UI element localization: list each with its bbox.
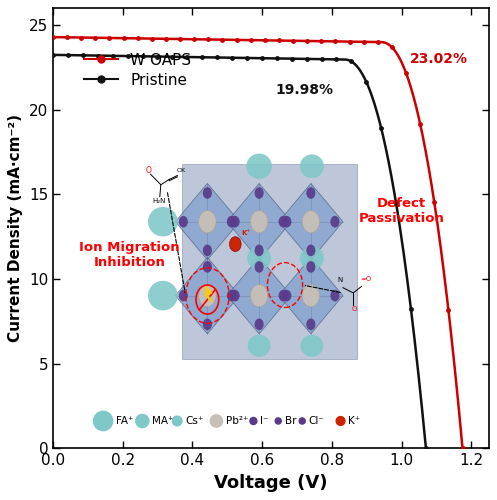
- Text: Cs⁺: Cs⁺: [185, 416, 204, 426]
- Circle shape: [136, 414, 149, 428]
- Text: Cl⁻: Cl⁻: [309, 416, 325, 426]
- Text: MA⁺: MA⁺: [153, 416, 174, 426]
- Text: I⁻: I⁻: [260, 416, 269, 426]
- Text: Pb²⁺: Pb²⁺: [226, 416, 248, 426]
- Y-axis label: Current Density (mA·cm⁻²): Current Density (mA·cm⁻²): [8, 114, 23, 342]
- Text: K⁺: K⁺: [348, 416, 361, 426]
- X-axis label: Voltage (V): Voltage (V): [214, 474, 328, 492]
- Circle shape: [172, 416, 182, 426]
- Circle shape: [336, 416, 345, 426]
- Text: Ion Migration
Inhibition: Ion Migration Inhibition: [79, 240, 179, 268]
- Circle shape: [275, 418, 281, 424]
- Circle shape: [210, 415, 223, 427]
- Legend: W OAPS, Pristine: W OAPS, Pristine: [78, 47, 197, 94]
- Text: FA⁺: FA⁺: [116, 416, 134, 426]
- Circle shape: [93, 412, 113, 430]
- Circle shape: [299, 418, 305, 424]
- Text: Defect
Passivation: Defect Passivation: [359, 196, 444, 224]
- Circle shape: [250, 418, 257, 424]
- Text: 23.02%: 23.02%: [410, 52, 468, 66]
- Text: Br: Br: [285, 416, 296, 426]
- Text: 19.98%: 19.98%: [275, 82, 333, 96]
